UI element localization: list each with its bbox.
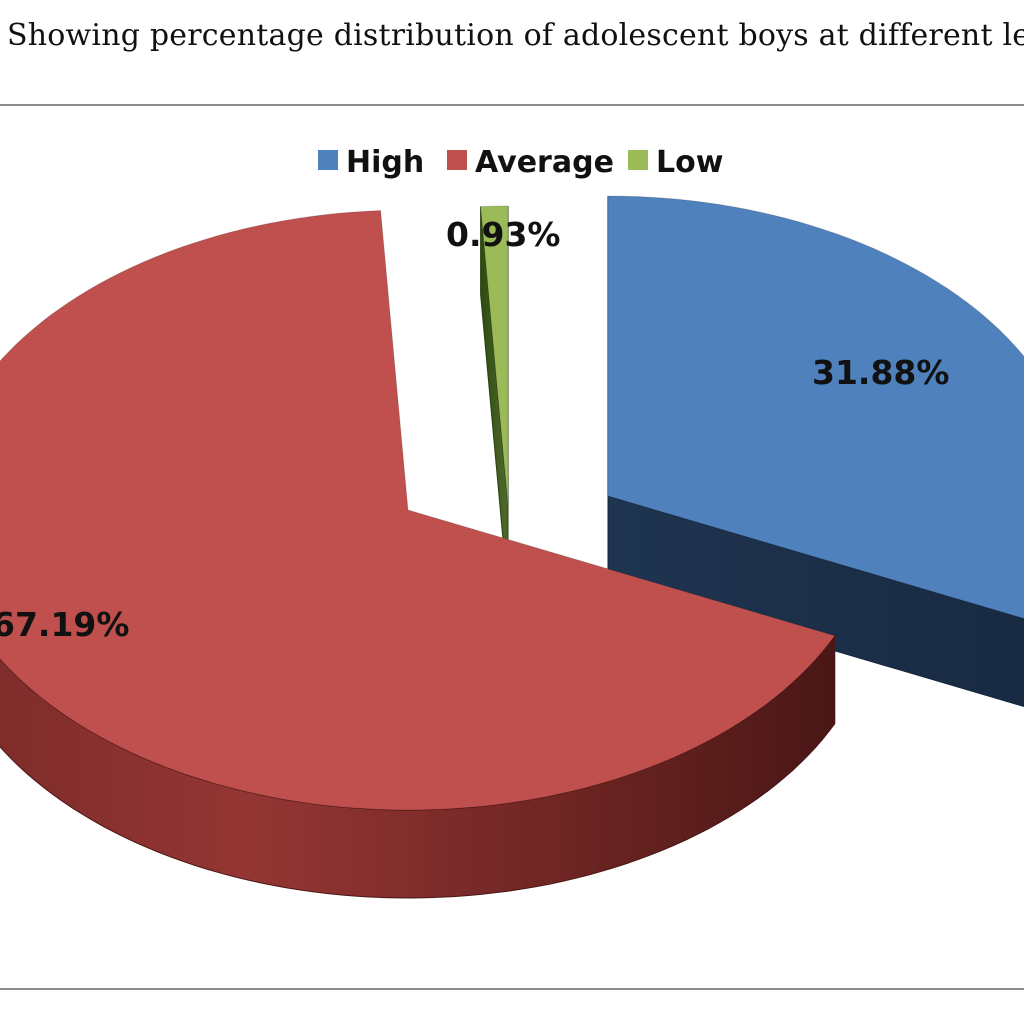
legend-label-low: Low	[656, 145, 723, 180]
figure-caption: 5 Showing percentage distribution of ado…	[0, 18, 1024, 53]
slice-low	[480, 205, 509, 507]
data-labels: 31.88% 67.19% 0.93%	[0, 215, 949, 644]
data-label-average: 67.19%	[0, 605, 129, 644]
chart-legend: High Average Low	[318, 145, 723, 180]
legend-swatch-low	[628, 150, 648, 170]
pie-slices	[0, 195, 1024, 899]
data-label-high: 31.88%	[812, 353, 949, 392]
legend-swatch-average	[447, 150, 467, 170]
slice-average-side	[0, 634, 836, 899]
data-label-low: 0.93%	[446, 215, 561, 254]
legend-label-average: Average	[475, 145, 614, 180]
legend-label-high: High	[346, 145, 424, 180]
legend-swatch-high	[318, 150, 338, 170]
slice-average	[0, 209, 836, 811]
slice-high	[607, 195, 1024, 620]
